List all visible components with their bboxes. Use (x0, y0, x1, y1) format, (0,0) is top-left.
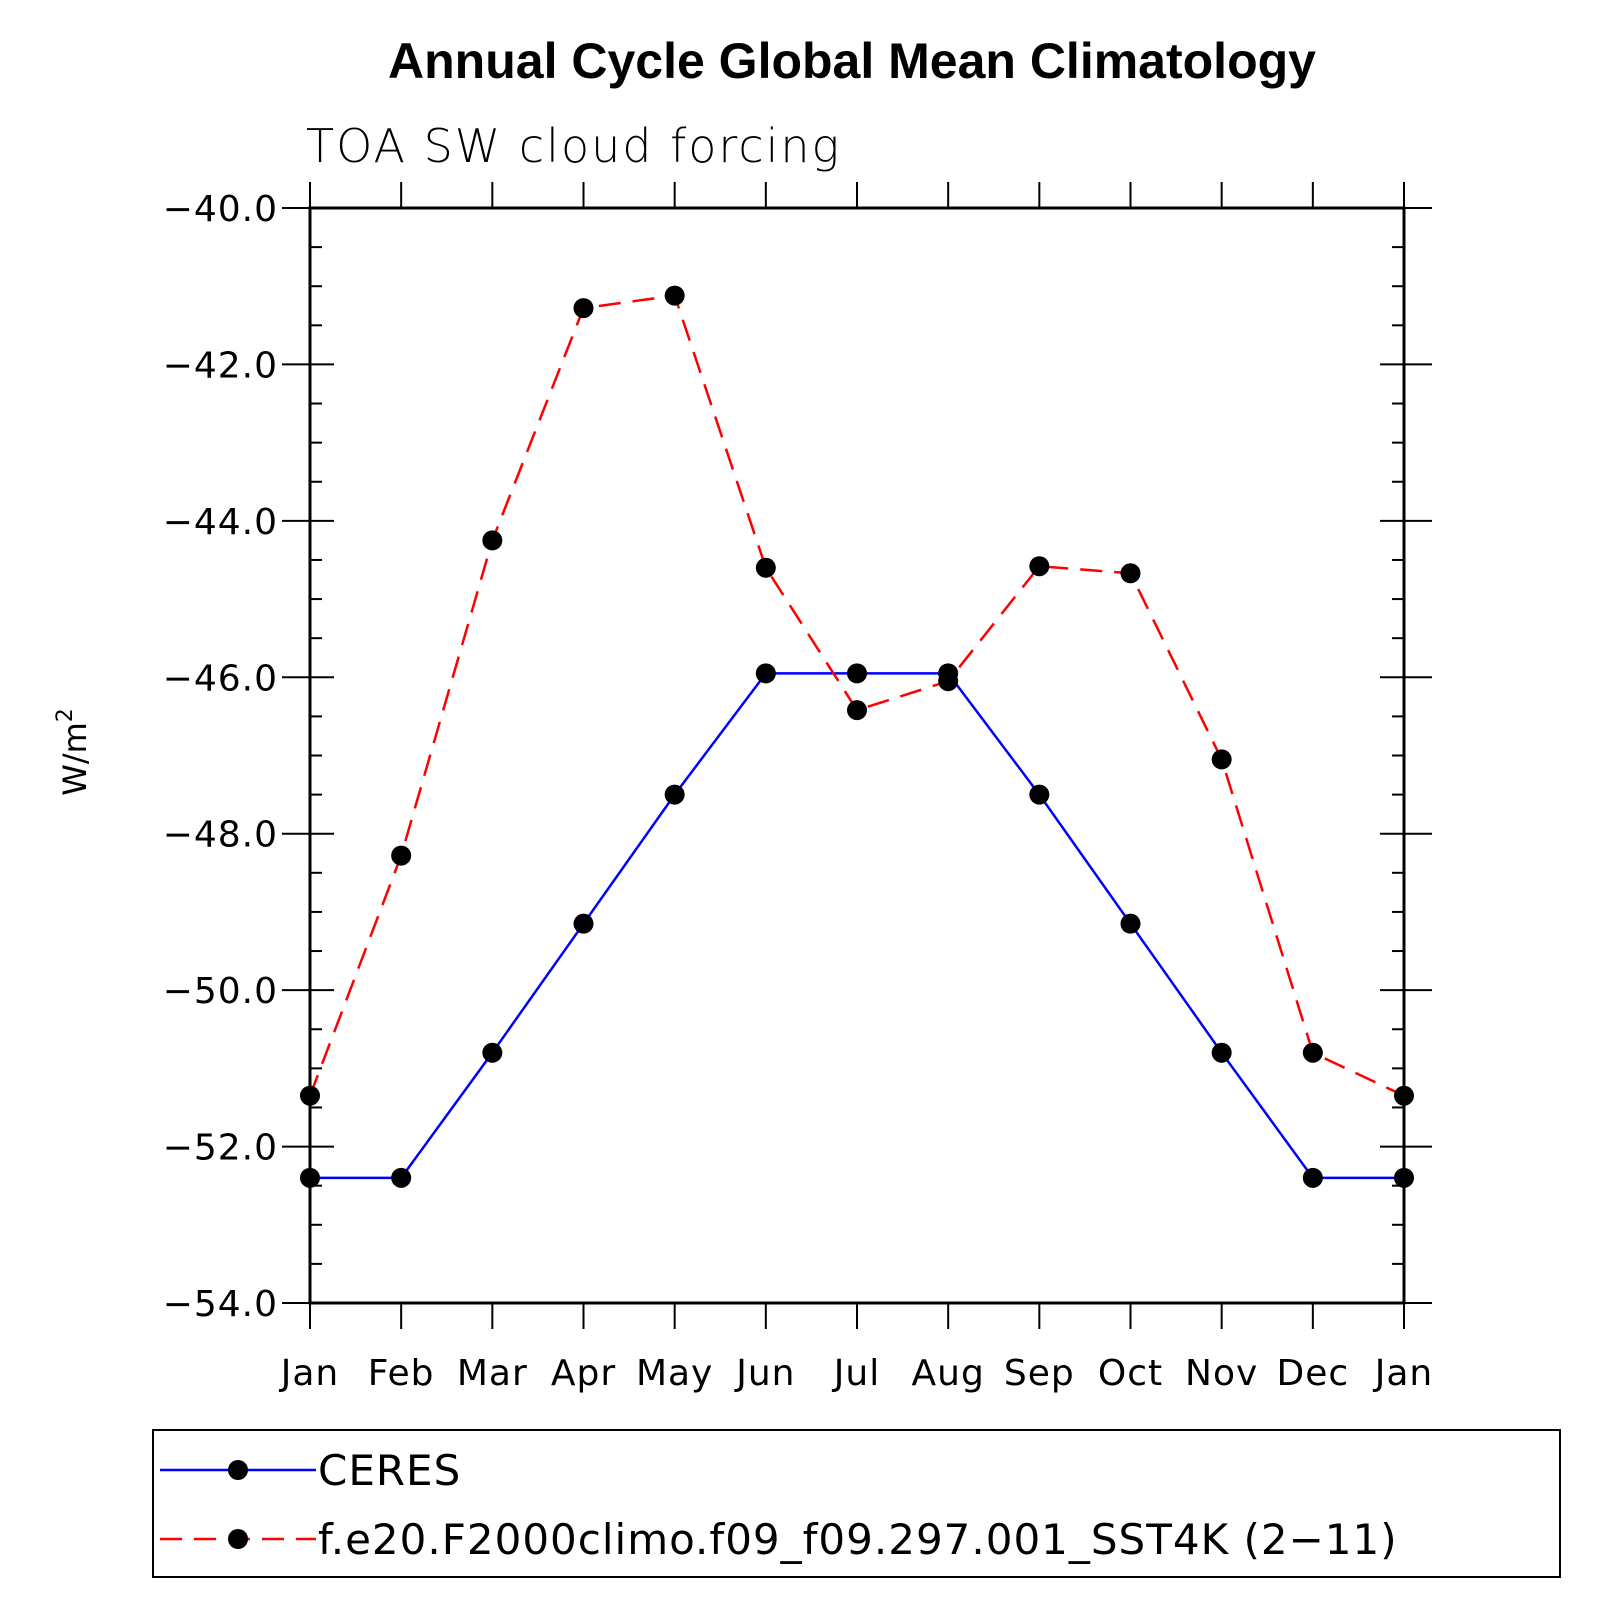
x-tick-label: Sep (1004, 1353, 1075, 1394)
data-point-1-10 (1211, 749, 1232, 770)
x-tick-label: Jul (832, 1353, 880, 1394)
series-lines (308, 294, 1405, 1180)
data-point-1-9 (1120, 563, 1141, 584)
series-points (300, 285, 1414, 1188)
x-tick-label: Dec (1276, 1353, 1349, 1394)
data-point-0-11 (1302, 1167, 1323, 1188)
data-point-1-11 (1302, 1042, 1323, 1063)
legend: CERES f.e20.F2000climo.f09_f09.297.001_S… (152, 1429, 1561, 1578)
data-point-0-8 (1029, 784, 1050, 805)
x-tick-label: Jan (1373, 1353, 1434, 1394)
data-point-1-2 (482, 530, 503, 551)
data-point-0-4 (664, 784, 685, 805)
legend-marker-ceres (228, 1460, 248, 1480)
x-tick-label: May (636, 1353, 713, 1394)
chart-subtitle: TOA SW cloud forcing (306, 119, 841, 173)
data-point-1-3 (573, 298, 594, 319)
x-tick-label: Apr (551, 1353, 616, 1394)
y-tick-label: −48.0 (163, 815, 278, 856)
plot-frame (308, 206, 1406, 1305)
data-point-1-4 (664, 285, 685, 306)
data-point-0-6 (847, 663, 867, 684)
y-tick-label: −46.0 (163, 658, 278, 699)
x-tick-label: Nov (1185, 1353, 1258, 1394)
x-tick-label: Aug (912, 1353, 985, 1394)
legend-marker-model (228, 1529, 248, 1549)
data-point-0-9 (1120, 913, 1141, 934)
series-line-0 (310, 672, 1404, 1180)
y-axis-label: W/m2 (53, 708, 94, 796)
x-tick-label: Mar (457, 1353, 528, 1394)
data-point-0-5 (755, 663, 776, 684)
y-tick-label: −44.0 (163, 502, 278, 543)
y-tick-label: −54.0 (163, 1284, 278, 1325)
data-point-1-8 (1029, 556, 1050, 577)
chart-title: Annual Cycle Global Mean Climatology (388, 33, 1316, 89)
data-point-0-10 (1211, 1042, 1232, 1063)
legend-label-model: f.e20.F2000climo.f09_f09.297.001_SST4K (… (318, 1515, 1398, 1564)
x-tick-label: Feb (368, 1353, 435, 1394)
x-tick-labels: Jan Feb Mar Apr May Jun Jul Aug Sep Oct Nov Dec Jan (279, 1353, 1434, 1394)
data-point-1-6 (847, 700, 867, 721)
y-tick-label: −42.0 (163, 345, 278, 386)
data-point-1-5 (755, 557, 776, 578)
x-tick-label: Jun (734, 1353, 795, 1394)
legend-label-ceres: CERES (318, 1446, 461, 1495)
data-point-1-1 (391, 845, 412, 866)
data-point-1-7 (938, 671, 959, 692)
y-tick-label: −50.0 (163, 971, 278, 1012)
y-tick-label: −52.0 (163, 1128, 278, 1169)
data-point-0-3 (573, 913, 594, 934)
x-tick-label: Oct (1098, 1353, 1163, 1394)
data-point-0-2 (482, 1042, 503, 1063)
axis-ticks (282, 182, 1432, 1329)
y-tick-labels: −40.0 −42.0 −44.0 −46.0 −48.0 −50.0 −52.0 −54.0 (163, 189, 278, 1325)
y-tick-label: −40.0 (163, 189, 278, 230)
legend-box (152, 1429, 1561, 1578)
x-tick-label: Jan (279, 1353, 340, 1394)
data-point-0-1 (391, 1167, 412, 1188)
series-line-1 (308, 294, 1405, 1097)
